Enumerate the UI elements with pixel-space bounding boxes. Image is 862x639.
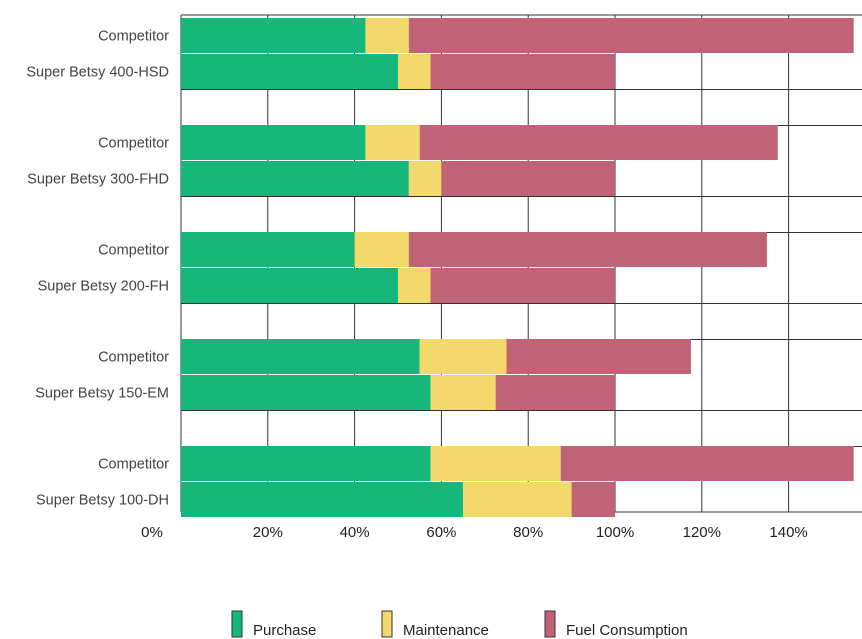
bar-fuel-consumption-6 <box>506 339 691 374</box>
bar-fuel-consumption-7 <box>495 375 615 410</box>
legend-label: Fuel Consumption <box>566 622 688 639</box>
legend-label: Purchase <box>253 622 316 639</box>
bar-purchase-4 <box>181 232 355 267</box>
bar-maintenance-5 <box>398 268 431 303</box>
bar-maintenance-3 <box>408 161 442 196</box>
bar-purchase-7 <box>181 375 431 410</box>
category-label: Super Betsy 100-DH <box>36 493 169 509</box>
x-tick-label: 40% <box>340 524 370 541</box>
bar-maintenance-0 <box>365 18 409 53</box>
legend-swatch <box>231 610 243 638</box>
category-label: Competitor <box>98 457 169 473</box>
bar-maintenance-2 <box>365 125 420 160</box>
legend-label: Maintenance <box>403 622 489 639</box>
x-axis-tick-labels: 0% 20% 40% 60% 80% 100% 120% 140% <box>141 524 808 541</box>
bars <box>181 18 854 517</box>
category-label: Super Betsy 300-FHD <box>27 172 169 188</box>
bar-maintenance-7 <box>430 375 496 410</box>
x-tick-label: 60% <box>426 524 456 541</box>
category-label: Competitor <box>98 136 169 152</box>
x-tick-label: 20% <box>253 524 283 541</box>
bar-purchase-5 <box>181 268 398 303</box>
bar-fuel-consumption-4 <box>408 232 767 267</box>
legend-swatch <box>544 610 556 638</box>
bar-maintenance-1 <box>398 54 431 89</box>
legend-item-fuel-consumption: Fuel Consumption <box>544 610 688 639</box>
bar-maintenance-4 <box>354 232 409 267</box>
bar-purchase-8 <box>181 446 431 481</box>
bar-fuel-consumption-9 <box>571 482 615 517</box>
x-tick-label: 120% <box>683 524 721 541</box>
x-tick-label: 80% <box>513 524 543 541</box>
bar-maintenance-9 <box>463 482 572 517</box>
category-label: Super Betsy 400-HSD <box>26 65 169 81</box>
x-tick-label: 0% <box>141 524 163 541</box>
category-labels: Competitor Super Betsy 400-HSD Competitor S… <box>26 29 169 509</box>
bar-purchase-2 <box>181 125 366 160</box>
bar-purchase-6 <box>181 339 420 374</box>
category-label: Competitor <box>98 350 169 366</box>
x-tick-label: 100% <box>596 524 634 541</box>
legend-swatch <box>381 610 393 638</box>
bar-fuel-consumption-2 <box>419 125 778 160</box>
bar-maintenance-8 <box>430 446 561 481</box>
category-label: Super Betsy 150-EM <box>35 386 169 402</box>
bar-purchase-9 <box>181 482 464 517</box>
legend-item-purchase: Purchase <box>231 610 316 639</box>
category-label: Competitor <box>98 243 169 259</box>
legend-item-maintenance: Maintenance <box>381 610 489 639</box>
category-label: Super Betsy 200-FH <box>38 279 169 295</box>
bar-fuel-consumption-5 <box>430 268 615 303</box>
legend: Purchase Maintenance Fuel Consumption <box>231 610 688 639</box>
bar-purchase-3 <box>181 161 409 196</box>
bar-maintenance-6 <box>419 339 507 374</box>
bar-purchase-0 <box>181 18 366 53</box>
bar-fuel-consumption-1 <box>430 54 615 89</box>
bar-purchase-1 <box>181 54 398 89</box>
category-label: Competitor <box>98 29 169 45</box>
bar-fuel-consumption-8 <box>560 446 854 481</box>
x-tick-label: 140% <box>769 524 807 541</box>
bar-fuel-consumption-0 <box>408 18 854 53</box>
bar-fuel-consumption-3 <box>441 161 615 196</box>
